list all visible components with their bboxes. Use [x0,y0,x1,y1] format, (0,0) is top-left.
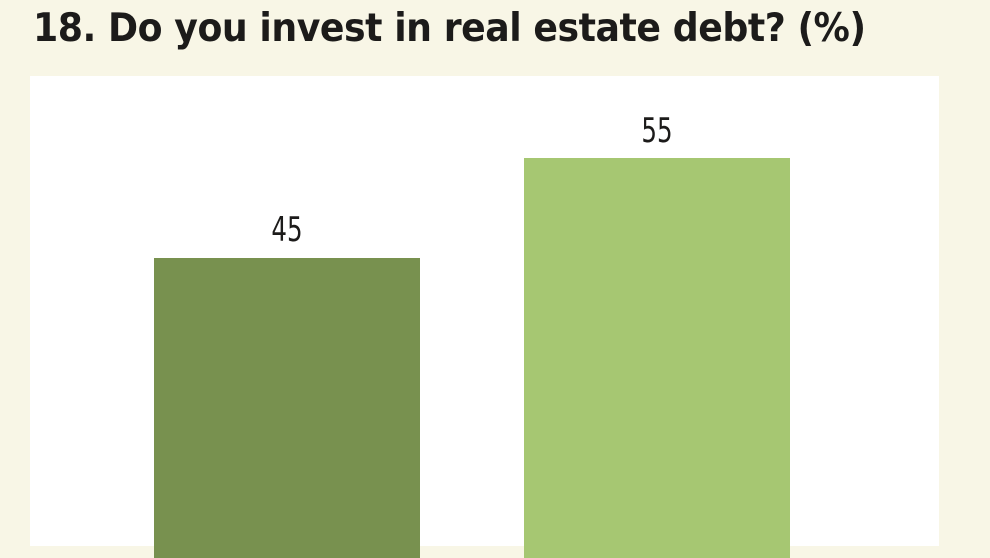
chart-panel: 45 55 [30,76,939,558]
bar-2 [524,158,790,558]
chart-title: 18. Do you invest in real estate debt? (… [33,6,866,51]
bar-value-label-2: 55 [641,111,673,151]
bar-1 [154,258,420,558]
bar-value-label-1: 45 [271,210,303,250]
